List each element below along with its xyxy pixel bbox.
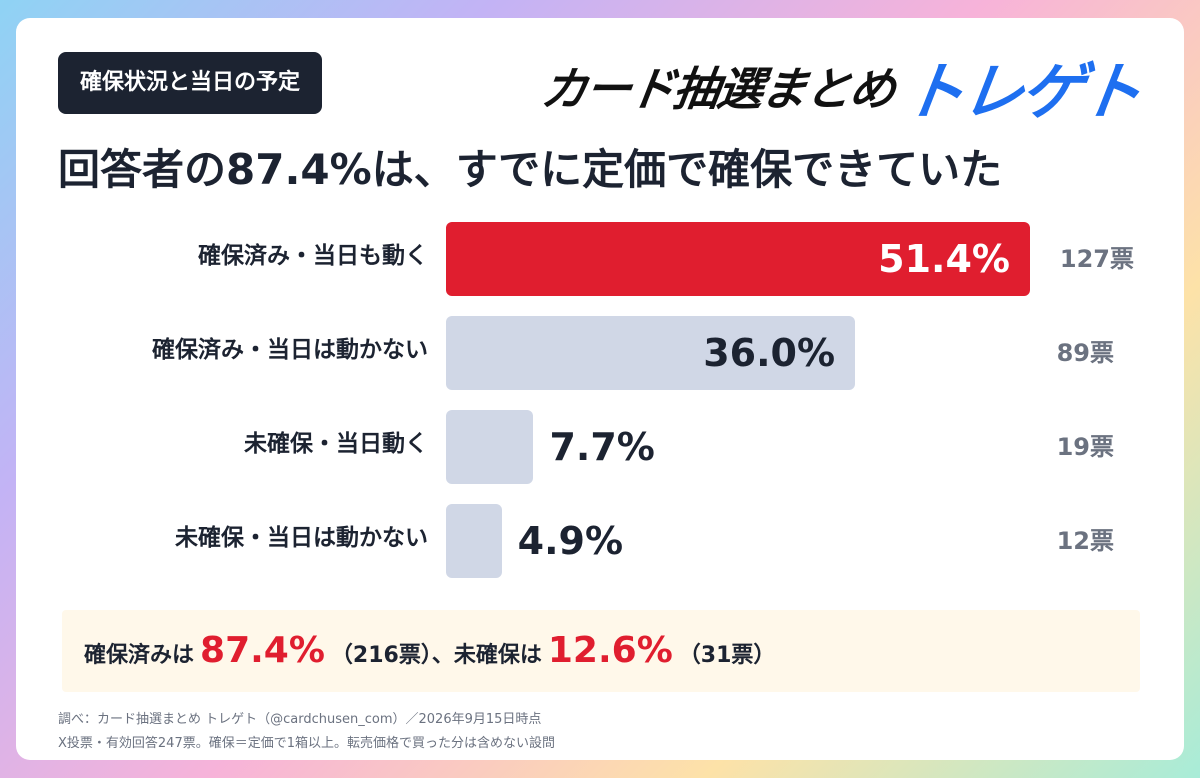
summary-unsecured-label: 未確保は	[453, 643, 542, 668]
bar	[446, 410, 534, 484]
bar-row: 未確保・当日は動かない 4.9% 12票	[16, 500, 1184, 578]
category-label: 未確保・当日動く	[244, 431, 428, 457]
infographic-card: 確保状況と当日の予定 カード抽選まとめ トレゲト 回答者の87.4%は、すでに定…	[16, 18, 1184, 760]
vote-count-label: 127票	[1059, 245, 1134, 273]
headline: 回答者の87.4%は、すでに定価で確保できていた	[58, 145, 1003, 194]
summary-box: 確保済みは 87.4% （216票）、未確保は 12.6% （31票）	[62, 610, 1140, 692]
footnote-method: X投票・有効回答247票。確保＝定価で1箱以上。転売価格で買った分は含めない設問	[58, 736, 555, 751]
bar	[446, 316, 856, 390]
summary-secured-pct: 87.4%	[200, 630, 325, 671]
bar-row: 確保済み・当日は動かない 36.0% 89票	[16, 312, 1184, 390]
bar	[446, 222, 1030, 296]
vote-count-label: 12票	[1056, 527, 1114, 555]
logo-main-text: カード抽選まとめ	[537, 62, 898, 116]
bar-row: 確保済み・当日も動く 51.4% 127票	[16, 218, 1184, 296]
summary-unsecured-votes: （31票）	[678, 643, 776, 668]
summary-unsecured-pct: 12.6%	[547, 630, 673, 671]
category-label: 確保済み・当日は動かない	[152, 337, 428, 363]
horizontal-bar-chart: 確保済み・当日も動く 51.4% 127票確保済み・当日は動かない 36.0% 89票未…	[16, 218, 1184, 588]
category-label: 確保済み・当日も動く	[198, 243, 428, 269]
bar-value-label: 36.0%	[703, 331, 836, 375]
bar	[446, 504, 502, 578]
bar-value-label: 7.7%	[549, 425, 655, 469]
footnote-source: 調べ：カード抽選まとめ トレゲト（@cardchusen_com）／2026年9…	[58, 712, 542, 727]
bar-row: 未確保・当日動く 7.7% 19票	[16, 406, 1184, 484]
bar-value-label: 4.9%	[517, 519, 624, 563]
summary-secured-label: 確保済みは	[84, 643, 195, 668]
summary-line: 確保済みは 87.4% （216票）、未確保は 12.6% （31票）	[84, 610, 775, 692]
category-label: 未確保・当日は動かない	[175, 525, 428, 551]
bar-value-label: 51.4%	[878, 237, 1010, 281]
logo-brand-text: トレゲト	[898, 55, 1145, 128]
vote-count-label: 89票	[1056, 339, 1114, 367]
summary-secured-votes: （216票）、	[330, 643, 454, 668]
brand-logo: カード抽選まとめ トレゲト	[536, 46, 1145, 128]
section-tag: 確保状況と当日の予定	[58, 52, 323, 114]
vote-count-label: 19票	[1056, 433, 1114, 461]
